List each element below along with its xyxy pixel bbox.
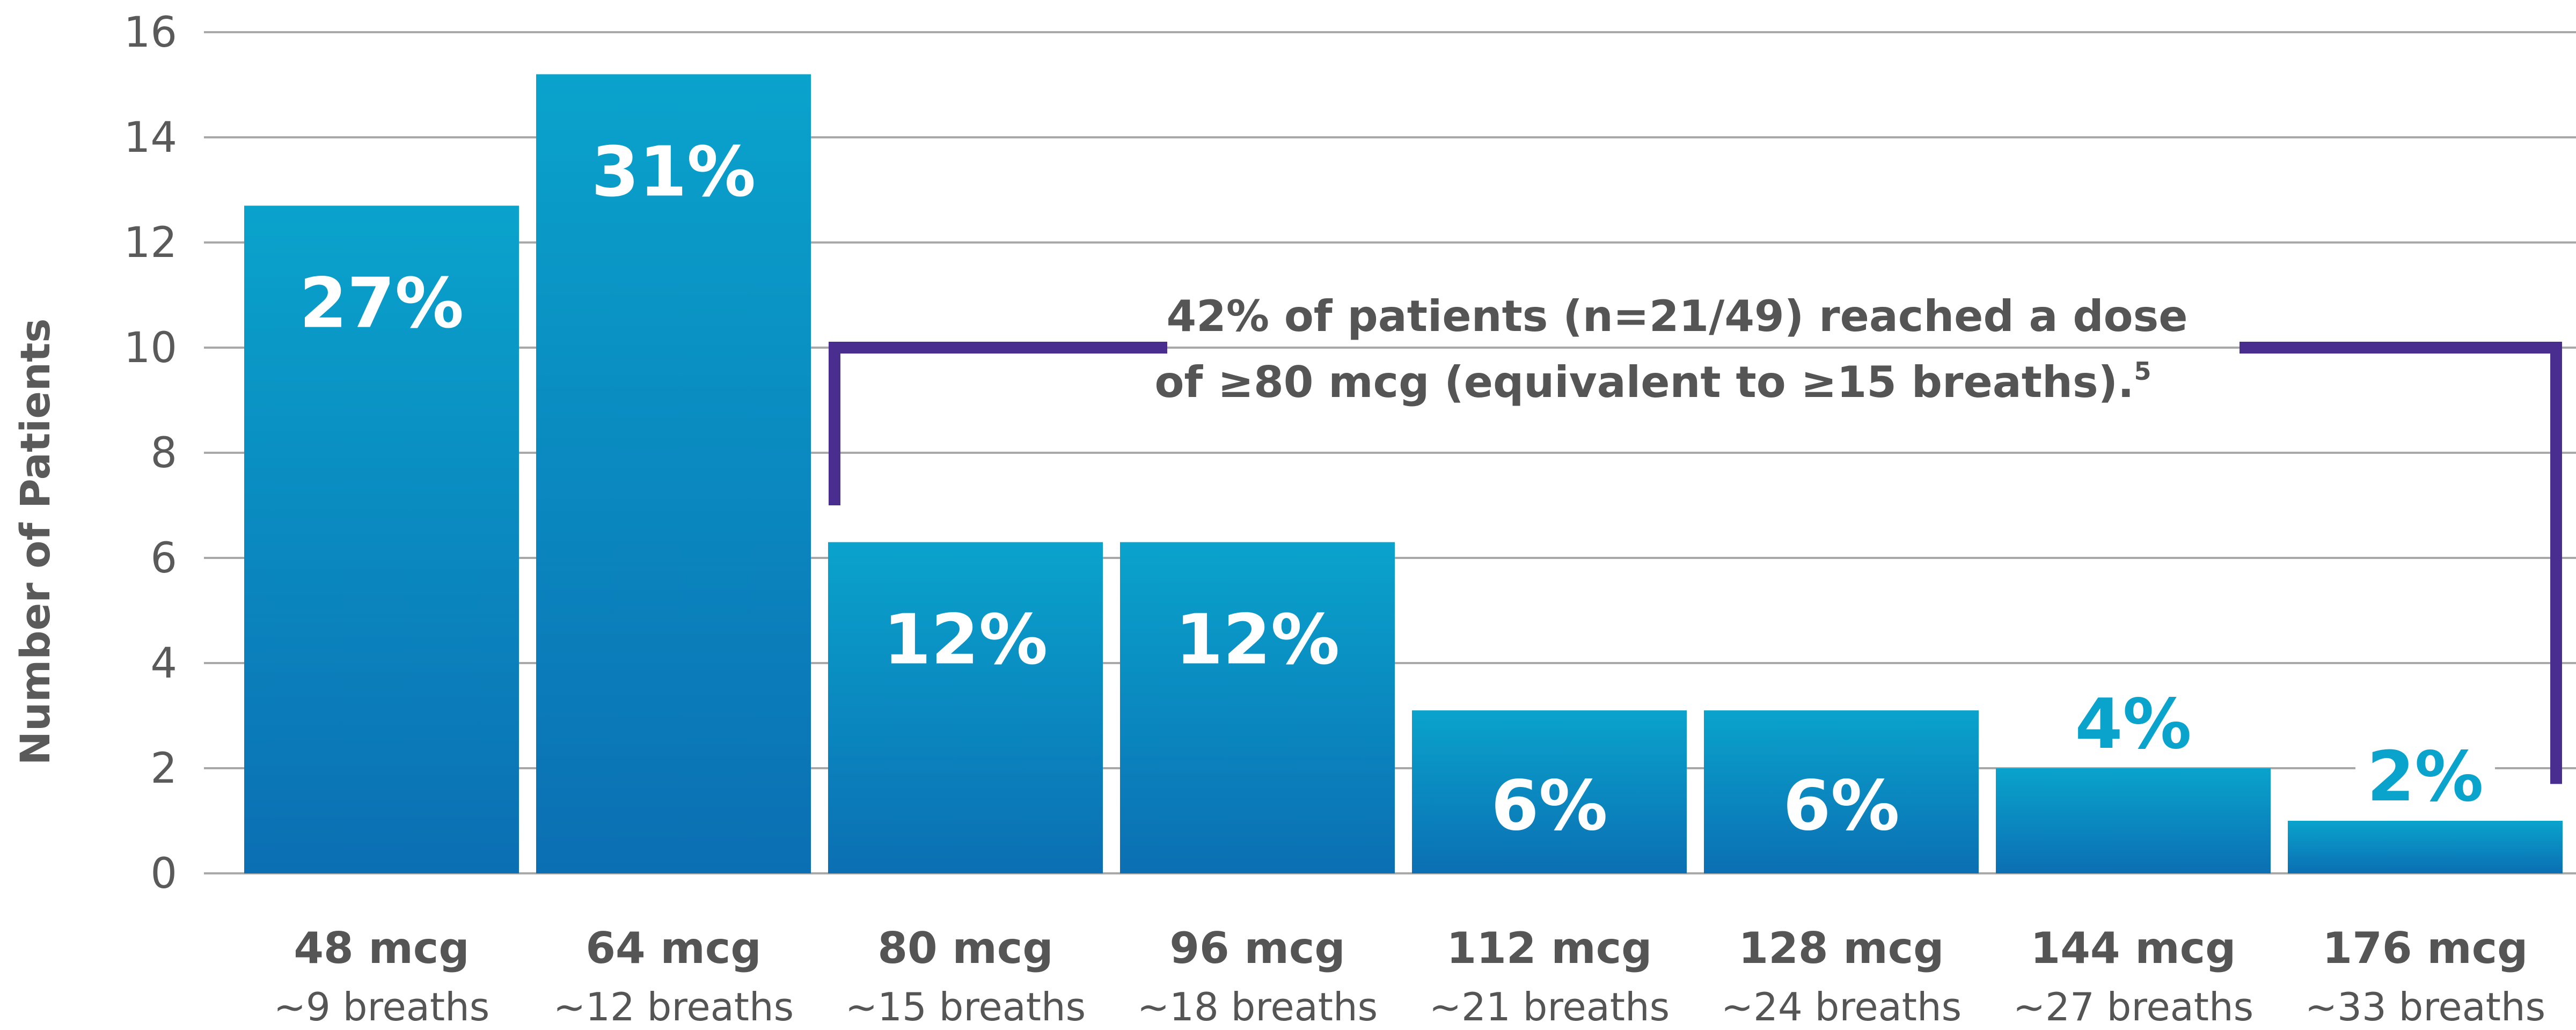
x-tick-sublabel: ~27 breaths [2013, 984, 2253, 1029]
x-axis-labels: 48 mcg ~9 breaths 64 mcg ~12 breaths 80 mcg ~… [274, 923, 2545, 1029]
x-tick-label: 128 mcg [1739, 923, 1944, 973]
x-tick-label: 96 mcg [1169, 923, 1345, 973]
x-tick-label: 112 mcg [1447, 923, 1652, 973]
bar [1120, 542, 1395, 873]
x-tick-sublabel: ~9 breaths [274, 984, 490, 1029]
data-label-background [2063, 688, 2203, 759]
bar [1996, 768, 2271, 873]
x-tick-sublabel: ~21 breaths [1429, 984, 1670, 1029]
data-labels: 27% 31% 12% 12% 6% 6% 4% 2% [299, 132, 2495, 846]
annotation-line-2: of ≥80 mcg (equivalent to ≥15 breaths).5 [1154, 357, 2151, 407]
bar [1704, 710, 1979, 873]
bracket-left-arm [829, 342, 1167, 505]
x-tick-label: 64 mcg [586, 923, 761, 973]
data-label: 6% [1783, 766, 1899, 846]
x-tick-label: 80 mcg [877, 923, 1053, 973]
bar [536, 74, 811, 873]
data-label: 6% [1491, 766, 1607, 846]
y-tick-label: 10 [124, 324, 177, 372]
x-tick-label: 176 mcg [2323, 923, 2528, 973]
y-axis-title: Number of Patients [11, 318, 59, 765]
y-axis-ticks: 0 2 4 6 8 10 12 14 16 [124, 9, 177, 898]
bars [244, 74, 2563, 873]
y-tick-label: 0 [150, 850, 177, 898]
x-tick-label: 48 mcg [294, 923, 469, 973]
annotation-bracket [829, 342, 2562, 784]
x-tick-sublabel: ~33 breaths [2305, 984, 2545, 1029]
bar [244, 205, 519, 873]
x-tick-sublabel: ~15 breaths [845, 984, 1086, 1029]
data-label: 31% [591, 132, 756, 212]
x-tick-sublabel: ~18 breaths [1137, 984, 1378, 1029]
annotation: 42% of patients (n=21/49) reached a dose… [1154, 291, 2187, 407]
data-label: 12% [883, 600, 1048, 680]
data-label: 12% [1175, 600, 1340, 680]
annotation-superscript: 5 [2134, 357, 2151, 386]
data-label: 2% [2367, 737, 2483, 817]
data-label-background [2355, 740, 2495, 811]
y-tick-label: 14 [124, 114, 177, 162]
y-tick-label: 12 [124, 219, 177, 267]
y-tick-label: 6 [150, 534, 177, 583]
y-tick-label: 2 [150, 745, 177, 793]
bar [1412, 710, 1687, 873]
bar [828, 542, 1103, 873]
annotation-line-1: 42% of patients (n=21/49) reached a dose [1166, 291, 2187, 341]
data-label: 27% [299, 263, 464, 343]
y-tick-label: 8 [150, 429, 177, 477]
y-tick-label: 16 [124, 9, 177, 57]
data-label: 4% [2075, 685, 2191, 764]
y-tick-label: 4 [150, 639, 177, 688]
x-tick-sublabel: ~12 breaths [553, 984, 794, 1029]
bar [2288, 821, 2563, 873]
annotation-line-2-text: of ≥80 mcg (equivalent to ≥15 breaths). [1154, 357, 2134, 407]
x-tick-sublabel: ~24 breaths [1721, 984, 1962, 1029]
x-tick-label: 144 mcg [2031, 923, 2236, 973]
bracket-right-arm [2240, 342, 2562, 784]
